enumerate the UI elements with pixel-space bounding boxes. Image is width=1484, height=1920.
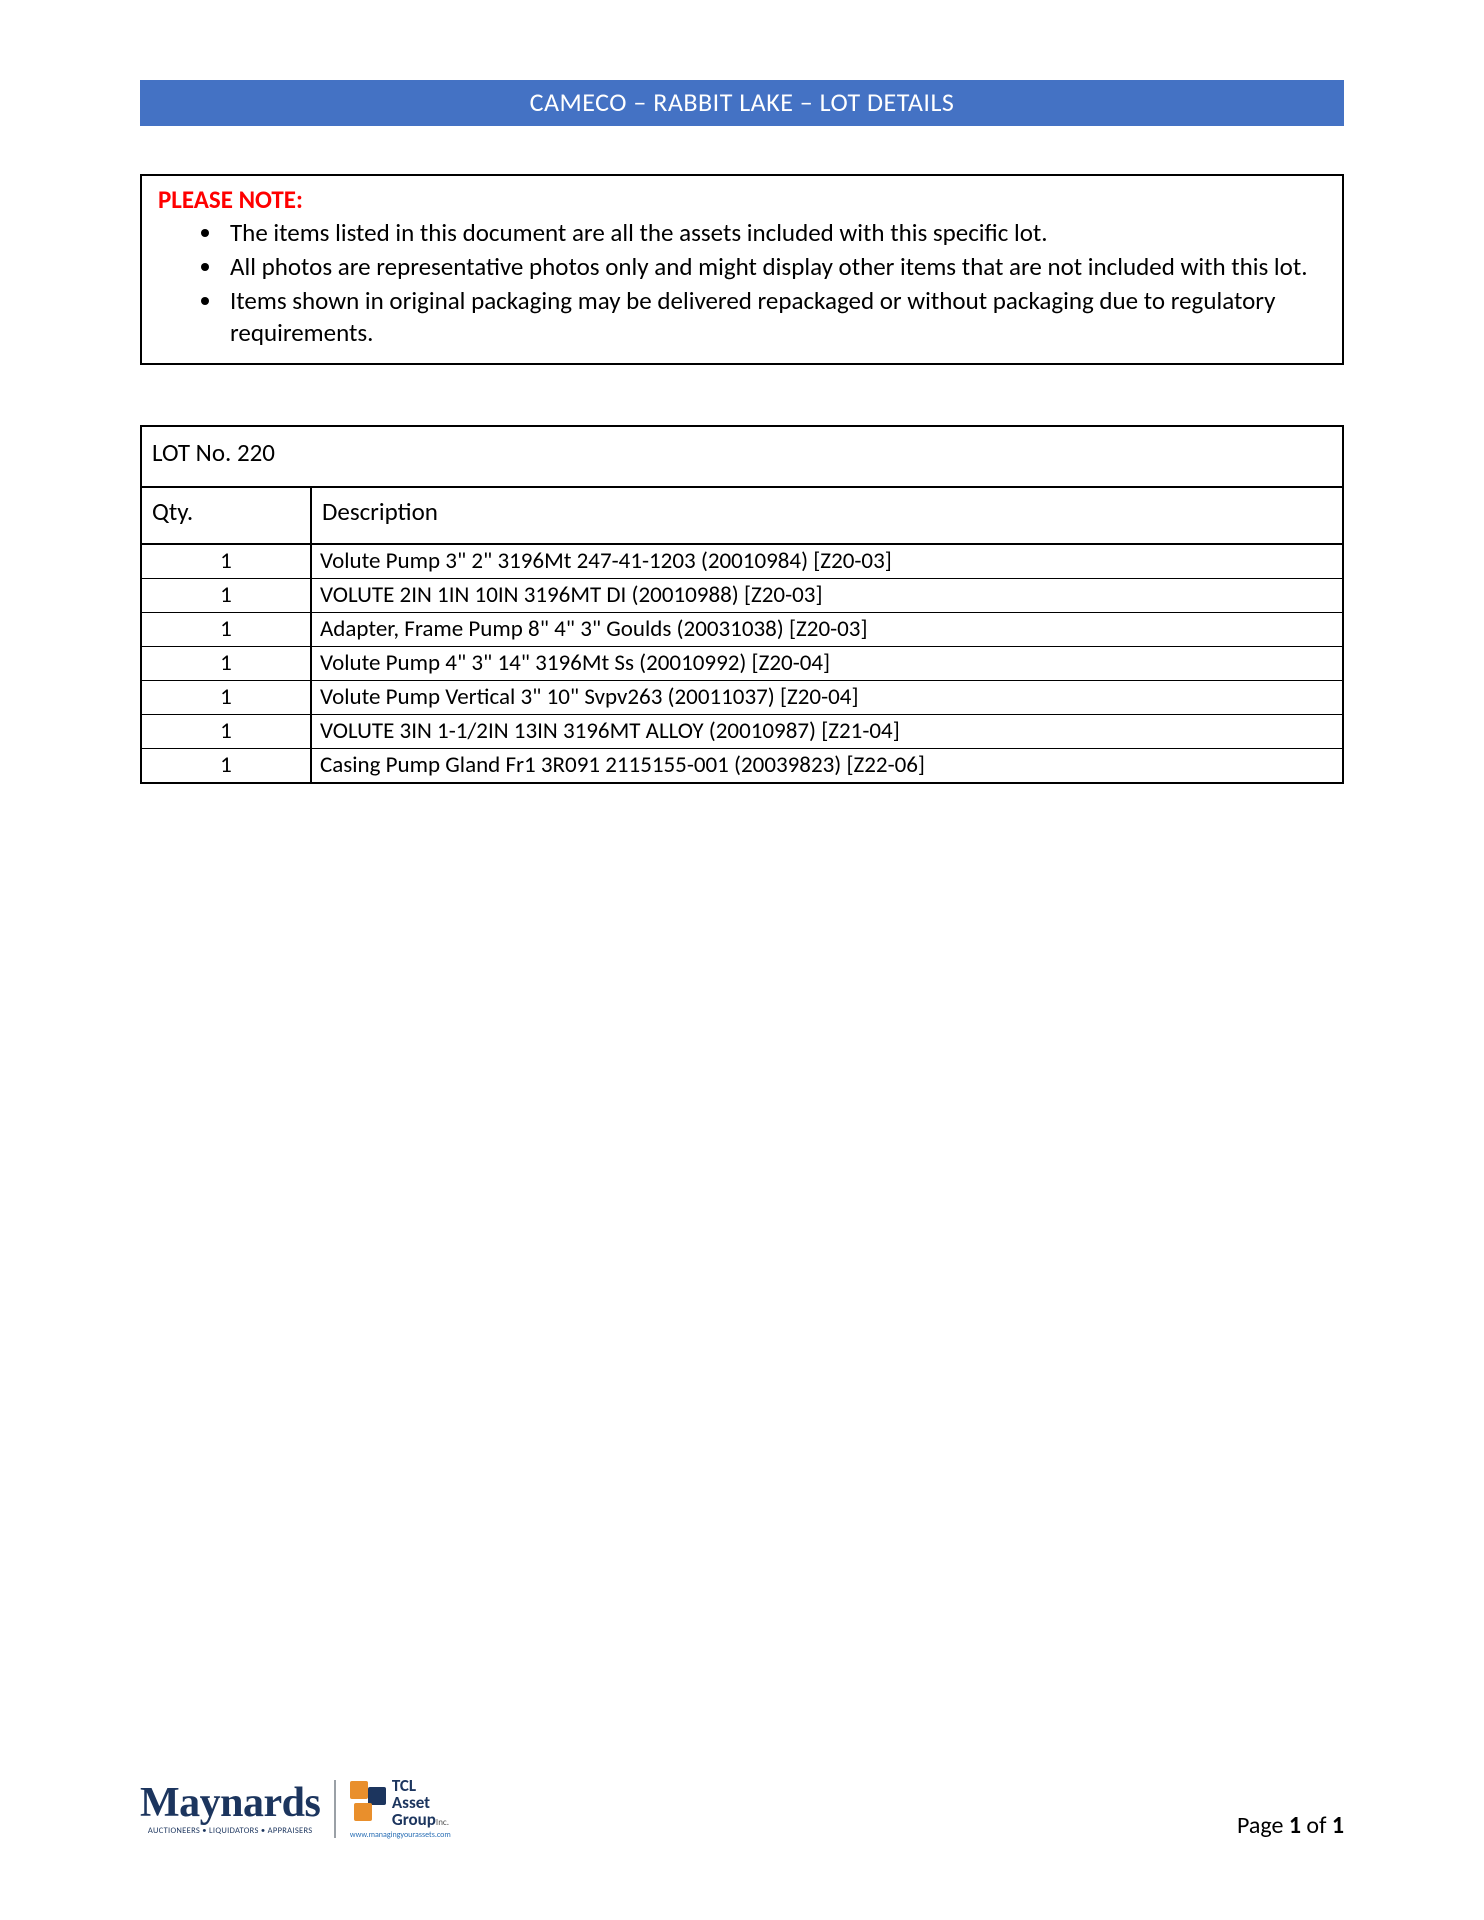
cell-qty: 1 (141, 544, 311, 579)
maynards-logo: Maynards AUCTIONEERS • LIQUIDATORS • APP… (140, 1782, 320, 1836)
please-note-box: PLEASE NOTE: The items listed in this do… (140, 174, 1344, 365)
tcl-icon (350, 1781, 386, 1825)
doc-header-title: CAMECO – RABBIT LAKE – LOT DETAILS (530, 86, 955, 118)
footer-logos: Maynards AUCTIONEERS • LIQUIDATORS • APP… (140, 1777, 451, 1840)
cell-qty: 1 (141, 613, 311, 647)
table-row: 1 Casing Pump Gland Fr1 3R091 2115155-00… (141, 749, 1343, 784)
col-qty: Qty. (141, 487, 311, 544)
doc-header-bar: CAMECO – RABBIT LAKE – LOT DETAILS (140, 80, 1344, 126)
page-prefix: Page (1237, 1811, 1289, 1840)
note-item: All photos are representative photos onl… (224, 251, 1328, 283)
cell-desc: Volute Pump 3" 2" 3196Mt 247-41-1203 (20… (311, 544, 1343, 579)
page-total: 1 (1332, 1811, 1344, 1840)
cell-desc: Adapter, Frame Pump 8" 4" 3" Goulds (200… (311, 613, 1343, 647)
note-item: Items shown in original packaging may be… (224, 285, 1328, 349)
cell-qty: 1 (141, 647, 311, 681)
cell-qty: 1 (141, 715, 311, 749)
cell-qty: 1 (141, 681, 311, 715)
page-sep: of (1301, 1811, 1332, 1840)
tcl-url: www.managingyourassets.com (350, 1830, 451, 1840)
col-description: Description (311, 487, 1343, 544)
logo-divider (334, 1780, 336, 1838)
tcl-line3: GroupInc. (392, 1811, 449, 1828)
cell-desc: Volute Pump 4" 3" 14" 3196Mt Ss (2001099… (311, 647, 1343, 681)
lot-number: LOT No. 220 (141, 426, 1343, 487)
note-item: The items listed in this document are al… (224, 217, 1328, 249)
cell-desc: Casing Pump Gland Fr1 3R091 2115155-001 … (311, 749, 1343, 784)
table-row: 1 Volute Pump 3" 2" 3196Mt 247-41-1203 (… (141, 544, 1343, 579)
lot-title-row: LOT No. 220 (141, 426, 1343, 487)
table-row: 1 Adapter, Frame Pump 8" 4" 3" Goulds (2… (141, 613, 1343, 647)
cell-desc: VOLUTE 2IN 1IN 10IN 3196MT DI (20010988)… (311, 579, 1343, 613)
lot-table: LOT No. 220 Qty. Description 1 Volute Pu… (140, 425, 1344, 784)
please-note-title: PLEASE NOTE: (158, 184, 1328, 215)
page-number: Page 1 of 1 (1237, 1811, 1344, 1840)
tcl-logo: TCL Asset GroupInc. www.managingyourasse… (350, 1777, 451, 1840)
cell-desc: Volute Pump Vertical 3" 10" Svpv263 (200… (311, 681, 1343, 715)
maynards-tagline: AUCTIONEERS • LIQUIDATORS • APPRAISERS (148, 1826, 313, 1836)
page-footer: Maynards AUCTIONEERS • LIQUIDATORS • APP… (140, 1777, 1344, 1840)
table-row: 1 Volute Pump 4" 3" 14" 3196Mt Ss (20010… (141, 647, 1343, 681)
cell-desc: VOLUTE 3IN 1-1/2IN 13IN 3196MT ALLOY (20… (311, 715, 1343, 749)
tcl-text: TCL Asset GroupInc. (392, 1777, 449, 1828)
page-current: 1 (1289, 1811, 1301, 1840)
cell-qty: 1 (141, 579, 311, 613)
maynards-name: Maynards (140, 1782, 320, 1824)
lot-header-row: Qty. Description (141, 487, 1343, 544)
cell-qty: 1 (141, 749, 311, 784)
table-row: 1 VOLUTE 3IN 1-1/2IN 13IN 3196MT ALLOY (… (141, 715, 1343, 749)
table-row: 1 Volute Pump Vertical 3" 10" Svpv263 (2… (141, 681, 1343, 715)
table-row: 1 VOLUTE 2IN 1IN 10IN 3196MT DI (2001098… (141, 579, 1343, 613)
please-note-list: The items listed in this document are al… (156, 217, 1328, 349)
